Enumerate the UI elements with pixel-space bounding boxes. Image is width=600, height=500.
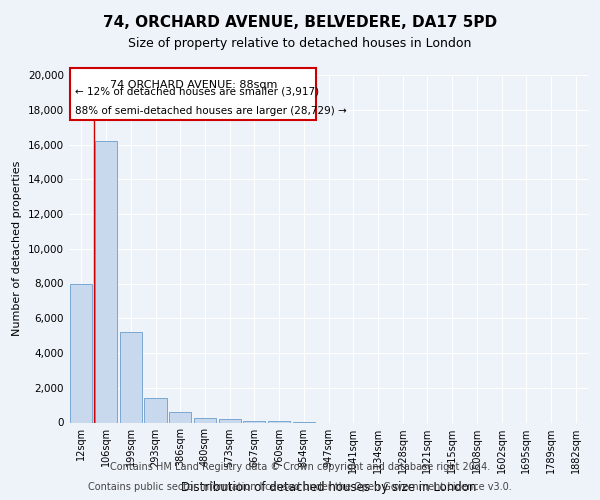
Text: 74, ORCHARD AVENUE, BELVEDERE, DA17 5PD: 74, ORCHARD AVENUE, BELVEDERE, DA17 5PD (103, 15, 497, 30)
Bar (95, 141, 117, 422)
Text: Contains public sector information licensed under the Open Government Licence v3: Contains public sector information licen… (88, 482, 512, 492)
Bar (70, 68, 316, 120)
Y-axis label: Number of detached properties: Number of detached properties (13, 161, 22, 336)
Text: Size of property relative to detached houses in London: Size of property relative to detached ho… (128, 38, 472, 51)
Text: 88% of semi-detached houses are larger (28,729) →: 88% of semi-detached houses are larger (… (75, 106, 347, 116)
Text: ← 12% of detached houses are smaller (3,917): ← 12% of detached houses are smaller (3,… (75, 86, 319, 97)
Bar (218, 420, 241, 422)
Bar (70, 284, 92, 422)
Bar (119, 332, 142, 422)
Bar (194, 418, 216, 422)
Text: Contains HM Land Registry data © Crown copyright and database right 2024.: Contains HM Land Registry data © Crown c… (110, 462, 490, 472)
Text: 74 ORCHARD AVENUE: 88sqm: 74 ORCHARD AVENUE: 88sqm (110, 80, 277, 90)
Bar (145, 398, 167, 422)
Bar (169, 412, 191, 422)
Bar (243, 421, 265, 422)
X-axis label: Distribution of detached houses by size in London: Distribution of detached houses by size … (181, 481, 476, 494)
